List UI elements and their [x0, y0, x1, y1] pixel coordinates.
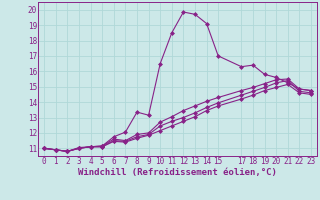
X-axis label: Windchill (Refroidissement éolien,°C): Windchill (Refroidissement éolien,°C) — [78, 168, 277, 177]
